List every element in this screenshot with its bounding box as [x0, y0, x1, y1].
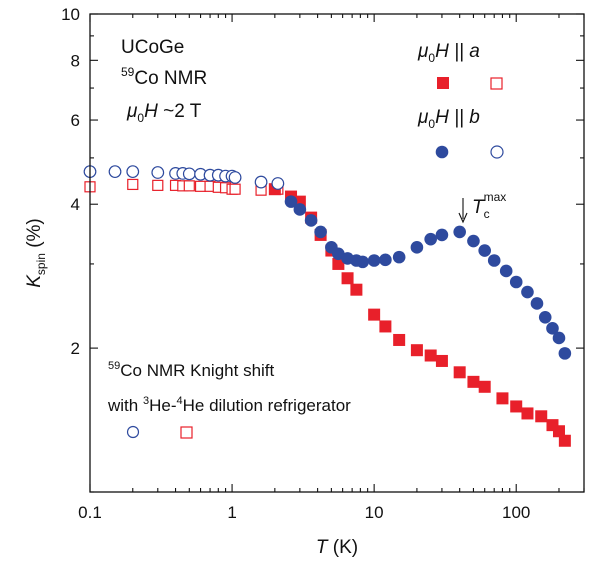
data-point-b-open	[108, 165, 122, 179]
data-point-a-filled	[467, 375, 480, 388]
data-point-b-open	[126, 165, 140, 179]
plot-frame	[89, 13, 585, 493]
y-tick-label: 4	[71, 195, 80, 214]
data-point-a-filled	[435, 354, 448, 367]
data-point-a-open	[229, 183, 241, 195]
data-point-b-filled	[558, 347, 572, 360]
data-point-a-filled	[510, 400, 523, 413]
data-point-b-filled	[487, 254, 501, 267]
inset-note-line-1: 59Co NMR Knight shift	[108, 360, 275, 380]
data-point-a-filled	[350, 283, 363, 296]
data-point-a-filled	[332, 257, 345, 270]
tc-label: Tcmax	[472, 190, 506, 221]
y-axis-title: Kspin (%)	[24, 218, 48, 288]
y-tick-label: 6	[71, 111, 80, 130]
legend-marker-a-open	[490, 77, 503, 90]
legend-marker-a-filled	[437, 77, 449, 89]
data-point-a-filled	[393, 333, 406, 346]
legend: μ0H || a μ0H || b	[417, 41, 504, 159]
sample-method: 59Co NMR	[121, 65, 207, 89]
legend-marker-b-open	[490, 145, 504, 159]
data-point-b-filled	[304, 214, 318, 227]
data-point-b-filled	[435, 228, 449, 242]
data-point-b-filled	[538, 310, 552, 324]
data-point-a-filled	[379, 320, 392, 333]
inset-marker-open-circle	[126, 425, 140, 439]
data-point-a-filled	[453, 366, 466, 379]
data-point-b-filled	[367, 254, 381, 267]
sample-field: μ0H ~2 T	[126, 101, 202, 125]
data-point-b-filled	[467, 234, 480, 248]
data-point-a-open	[152, 179, 164, 191]
legend-label-a: μ0H || a	[417, 41, 480, 65]
data-point-b-filled	[499, 264, 513, 278]
data-point-b-filled	[284, 195, 298, 208]
legend-marker-b-filled	[435, 145, 449, 159]
y-axis-ticks: 2 4 6 8 10	[61, 5, 584, 493]
data-marks	[83, 165, 572, 447]
data-point-a-filled	[521, 407, 534, 420]
data-point-a-filled	[368, 308, 381, 321]
x-tick-label: 10	[365, 503, 384, 522]
data-point-b-open	[271, 177, 285, 190]
y-tick-label: 10	[61, 5, 80, 24]
x-axis-ticks: 0.1 1 10 100	[78, 14, 585, 522]
inset-marker-open-square	[180, 426, 193, 439]
data-point-b-open	[151, 166, 165, 179]
data-point-a-filled	[410, 344, 423, 357]
data-point-b-filled	[314, 225, 327, 239]
data-point-b-filled	[546, 322, 559, 335]
sample-name: UCoGe	[121, 37, 184, 58]
data-point-b-filled	[552, 331, 566, 345]
tc-annotation: Tcmax	[458, 190, 506, 224]
data-point-a-filled	[558, 434, 571, 447]
data-point-b-filled	[424, 232, 437, 246]
data-point-b-filled	[356, 255, 369, 269]
x-tick-label: 100	[502, 503, 530, 522]
data-point-b-filled	[392, 250, 406, 264]
x-axis-title: T (K)	[316, 537, 358, 558]
data-point-b-filled	[293, 203, 307, 216]
y-tick-label: 8	[71, 51, 80, 70]
data-point-b-filled	[521, 285, 534, 299]
data-point-a-filled	[552, 425, 565, 438]
data-point-b-open	[254, 175, 268, 189]
data-point-b-filled	[379, 253, 392, 267]
data-point-b-open	[228, 171, 242, 184]
data-point-b-open	[182, 167, 196, 181]
y-tick-label: 2	[71, 339, 80, 358]
data-point-a-filled	[478, 380, 491, 393]
data-point-b-filled	[410, 241, 424, 254]
data-point-a-filled	[424, 349, 437, 362]
data-point-b-filled	[478, 244, 491, 257]
legend-label-b: μ0H || b	[417, 107, 480, 131]
data-point-b-filled	[509, 275, 523, 289]
data-point-a-open	[183, 180, 195, 192]
x-tick-label: 0.1	[78, 503, 102, 522]
data-point-a-filled	[535, 410, 548, 423]
x-tick-label: 1	[227, 503, 236, 522]
tc-arrow-head	[458, 212, 468, 224]
data-point-a-filled	[341, 272, 354, 285]
data-point-b-filled	[453, 225, 466, 239]
data-point-b-filled	[530, 297, 544, 310]
data-point-a-filled	[496, 392, 509, 405]
inset-note: 59Co NMR Knight shift with 3He-4He dilut…	[107, 360, 351, 439]
inset-note-line-2: with 3He-4He dilution refrigerator	[107, 395, 351, 415]
data-point-a-open	[194, 180, 207, 192]
data-point-a-open	[127, 178, 139, 191]
